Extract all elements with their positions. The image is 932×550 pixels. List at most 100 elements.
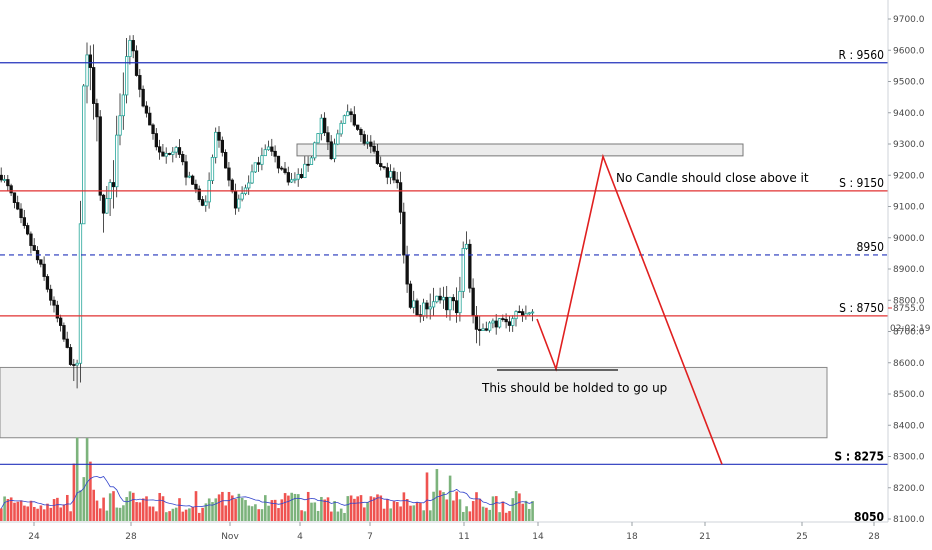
volume-bar <box>356 496 359 521</box>
candle-body <box>309 157 314 165</box>
y-tick-label: 8500.0 <box>893 390 925 400</box>
y-tick-label: 8100.0 <box>893 515 925 525</box>
candle-body <box>293 178 297 181</box>
candle-body <box>247 182 251 189</box>
volume-bar <box>475 492 478 521</box>
volume-bar <box>438 490 442 521</box>
candle-body <box>280 167 284 170</box>
volume-bar <box>201 507 204 521</box>
volume-bar <box>339 508 343 521</box>
volume-bar <box>495 496 498 521</box>
candle-body <box>342 115 347 124</box>
candle-body <box>194 183 198 190</box>
volume-bar <box>56 497 59 521</box>
candle-body <box>22 217 27 226</box>
candle-body <box>227 167 231 181</box>
volume-bar <box>161 496 165 521</box>
volume-bar <box>115 507 119 521</box>
volume-bar <box>79 490 82 521</box>
volume-bar <box>524 500 528 521</box>
volume-bar <box>59 507 62 521</box>
x-tick-label: 28 <box>868 532 880 542</box>
candle-body <box>448 297 452 311</box>
candle-body <box>329 141 333 160</box>
y-tick-label: 8200.0 <box>893 484 925 494</box>
candle-body <box>392 171 396 181</box>
candle-body <box>12 192 17 203</box>
candle-body <box>507 321 512 326</box>
y-tick-label: 9200.0 <box>893 171 925 181</box>
candle-body <box>250 171 254 184</box>
candle-body <box>98 116 102 196</box>
candle-body <box>39 259 43 265</box>
y-tick-label: 9100.0 <box>893 203 925 213</box>
candle-body <box>326 132 330 143</box>
candle-body <box>303 163 307 178</box>
candle-body <box>382 166 386 169</box>
volume-bar <box>396 502 399 521</box>
level-label: S : 8750 <box>839 301 884 315</box>
volume-bar <box>250 506 254 521</box>
candle-body <box>237 198 241 209</box>
candle-body <box>16 202 20 210</box>
candle-body <box>121 94 125 117</box>
volume-bar <box>33 506 36 521</box>
candle-body <box>316 133 320 144</box>
volume-bar <box>448 475 452 521</box>
candle-body <box>49 288 53 301</box>
volume-bar <box>399 506 402 521</box>
candle-body <box>379 163 383 167</box>
volume-bar <box>39 505 43 521</box>
volume-bar <box>49 507 53 521</box>
volume-bar <box>52 499 56 521</box>
candle-body <box>385 167 390 178</box>
volume-bar <box>240 497 244 521</box>
candle-body <box>266 146 271 151</box>
candle-body <box>491 320 495 324</box>
candle-body <box>220 139 225 153</box>
candle-body <box>105 198 109 214</box>
volume-bar <box>23 505 26 521</box>
y-tick-label: 8700.0 <box>893 328 925 338</box>
volume-bar <box>415 502 419 521</box>
volume-bar <box>491 496 495 521</box>
candle-body <box>468 243 472 289</box>
volume-bar <box>75 437 79 521</box>
candle-body <box>408 283 413 308</box>
volume-bar <box>174 507 178 521</box>
volume-bar <box>290 492 293 521</box>
candle-body <box>372 145 376 152</box>
price-axis: 8100.0 8200.0 8300.0 8400.0 8500.0 8600.0 8700… <box>887 0 925 525</box>
volume-bar <box>13 502 16 521</box>
candle-body <box>402 211 406 256</box>
candle-body <box>19 208 23 219</box>
candle-body <box>504 318 508 323</box>
volume-bar <box>171 508 175 521</box>
candle-body <box>253 162 258 173</box>
volume-bar <box>498 512 501 521</box>
volume-bar <box>82 477 86 521</box>
candle-body <box>131 40 135 52</box>
candle-body <box>319 117 324 134</box>
volume-bar <box>62 504 66 521</box>
volume-bar <box>389 508 392 521</box>
volume-bar <box>297 494 300 521</box>
candle-body <box>177 147 182 155</box>
candle-body <box>339 122 343 135</box>
candle-body <box>78 223 83 364</box>
y-tick-label: 8800.0 <box>893 296 925 306</box>
candle-body <box>405 254 409 285</box>
candle-body <box>256 162 261 165</box>
x-tick-label: 7 <box>367 532 373 542</box>
candle-body <box>115 134 119 188</box>
candle-body <box>487 322 492 331</box>
candle-body <box>270 146 274 152</box>
candle-body <box>138 75 142 90</box>
candle-body <box>514 311 518 320</box>
volume-bar <box>518 493 521 521</box>
candle-body <box>355 124 360 130</box>
candle-body <box>478 328 482 331</box>
volume-bar <box>148 506 152 521</box>
